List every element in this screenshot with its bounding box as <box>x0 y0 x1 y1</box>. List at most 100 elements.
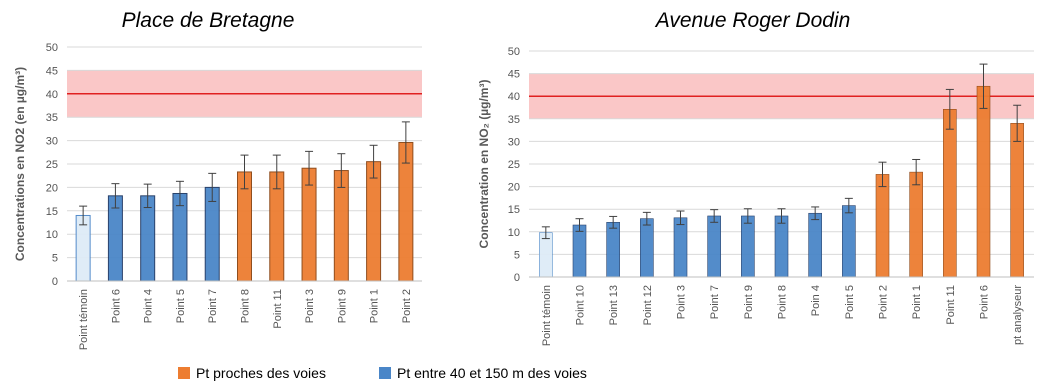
y-tick-label: 45 <box>508 69 520 81</box>
y-tick-label: 35 <box>46 112 58 124</box>
y-tick-label: 40 <box>46 89 58 101</box>
error-bar-point-11 <box>272 154 281 190</box>
x-tick-label: Point 8 <box>777 285 789 319</box>
x-tick-label: Point 5 <box>175 289 187 323</box>
bar-point-9 <box>741 215 755 278</box>
chart-avenue-roger-dodin: Avenue Roger Dodin Concentration en NO₂ (… <box>477 9 1034 346</box>
bar-point-5 <box>172 192 188 282</box>
x-tick-label: Point 2 <box>878 285 890 319</box>
error-bar-point-13 <box>609 215 618 229</box>
chart-title: Place de Bretagne <box>122 9 295 32</box>
y-axis-label: Concentrations en NO2 (en µg/m³) <box>13 67 27 261</box>
bar-pt-analyseur <box>1010 123 1024 278</box>
error-bar-point-11 <box>945 88 954 130</box>
x-tick-label: Poin 4 <box>810 285 822 316</box>
y-tick-label: 45 <box>46 65 58 77</box>
bar-poin-4 <box>808 212 822 278</box>
error-bar-point-2 <box>878 161 887 188</box>
x-tick-label: Point 13 <box>608 285 620 325</box>
y-tick-label: 5 <box>514 249 520 261</box>
error-bar-point-8 <box>777 208 786 224</box>
x-tick-label: Point 7 <box>207 289 219 323</box>
error-bar-point-4 <box>143 183 152 209</box>
x-tick-label: Point 5 <box>844 285 856 319</box>
y-tick-label: 20 <box>508 182 520 194</box>
error-bar-point-9 <box>337 153 346 188</box>
x-tick-label: Point 10 <box>575 285 587 325</box>
error-bar-point-9 <box>743 208 752 224</box>
chart-title: Avenue Roger Dodin <box>654 9 851 32</box>
x-tick-label: Point témoin <box>541 285 553 346</box>
y-tick-label: 0 <box>514 272 520 284</box>
bar-point-7 <box>707 215 721 278</box>
y-tick-label: 50 <box>508 46 520 58</box>
bar-point-13 <box>606 222 620 278</box>
error-bar-point-1 <box>369 144 378 179</box>
chart-place-de-bretagne: Place de Bretagne Concentrations en NO2 (… <box>13 9 422 350</box>
x-tick-label: Point 8 <box>240 289 252 323</box>
y-tick-label: 40 <box>508 91 520 103</box>
error-bar-point-6 <box>111 183 120 209</box>
error-bar-point-1 <box>912 158 921 186</box>
x-tick-label: Point 3 <box>304 289 316 323</box>
y-tick-label: 10 <box>508 227 520 239</box>
x-tick-label: Point 9 <box>336 289 348 323</box>
bar-point-3 <box>673 217 688 278</box>
y-tick-label: 35 <box>508 114 520 126</box>
x-tick-label: Point 6 <box>979 285 991 319</box>
bar-point-temoin <box>539 232 553 278</box>
x-tick-label: Point 6 <box>110 289 122 323</box>
y-tick-label: 5 <box>52 253 58 265</box>
y-tick-label: 25 <box>508 159 520 171</box>
error-bar-point-12 <box>642 211 651 226</box>
bar-point-6 <box>976 85 991 278</box>
y-tick-label: 30 <box>508 136 520 148</box>
bar-point-10 <box>572 224 587 278</box>
bar-point-5 <box>842 205 856 278</box>
bar-point-12 <box>640 218 654 278</box>
error-bar-pt-analyseur <box>1013 104 1022 142</box>
bar-point-8 <box>774 215 789 278</box>
bar-point-11 <box>943 109 957 278</box>
y-tick-label: 20 <box>46 182 58 194</box>
error-bar-point-5 <box>844 197 853 214</box>
error-bar-point-10 <box>575 218 584 232</box>
bar-point-1 <box>909 171 923 278</box>
x-tick-label: Point 3 <box>676 285 688 319</box>
x-tick-label: Point 2 <box>401 289 413 323</box>
x-tick-label: pt analyseur <box>1012 285 1024 345</box>
y-axis-label: Concentration en NO₂ (µg/m³) <box>477 80 491 249</box>
x-tick-label: Point 1 <box>369 289 381 323</box>
error-bar-point-temoin <box>79 205 88 226</box>
bar-point-2 <box>875 174 890 278</box>
bar-point-1 <box>366 161 382 282</box>
error-bar-point-2 <box>401 121 410 164</box>
y-tick-label: 0 <box>52 276 58 288</box>
bar-point-4 <box>140 195 156 282</box>
error-bar-point-8 <box>240 154 249 190</box>
x-tick-label: Point 4 <box>143 289 155 323</box>
y-tick-label: 15 <box>46 206 58 218</box>
error-bar-point-7 <box>208 172 217 202</box>
x-tick-label: Point témoin <box>78 289 90 350</box>
error-bar-point-7 <box>710 209 719 223</box>
error-bar-point-6 <box>979 63 988 109</box>
bar-point-6 <box>107 195 123 282</box>
x-tick-label: Point 9 <box>743 285 755 319</box>
x-tick-label: Point 1 <box>911 285 923 319</box>
error-bar-point-5 <box>175 180 184 207</box>
x-tick-label: Point 11 <box>272 289 284 329</box>
y-tick-label: 15 <box>508 204 520 216</box>
x-tick-label: Point 7 <box>709 285 721 319</box>
error-bar-point-temoin <box>541 226 550 240</box>
error-bar-poin-4 <box>811 206 820 221</box>
y-tick-label: 30 <box>46 136 58 148</box>
error-bar-point-3 <box>305 150 314 186</box>
error-bar-point-3 <box>676 210 685 226</box>
y-tick-label: 50 <box>46 42 58 54</box>
x-tick-label: Point 11 <box>945 285 957 325</box>
x-tick-label: Point 12 <box>642 285 654 325</box>
y-tick-label: 25 <box>46 159 58 171</box>
y-tick-label: 10 <box>46 229 58 241</box>
